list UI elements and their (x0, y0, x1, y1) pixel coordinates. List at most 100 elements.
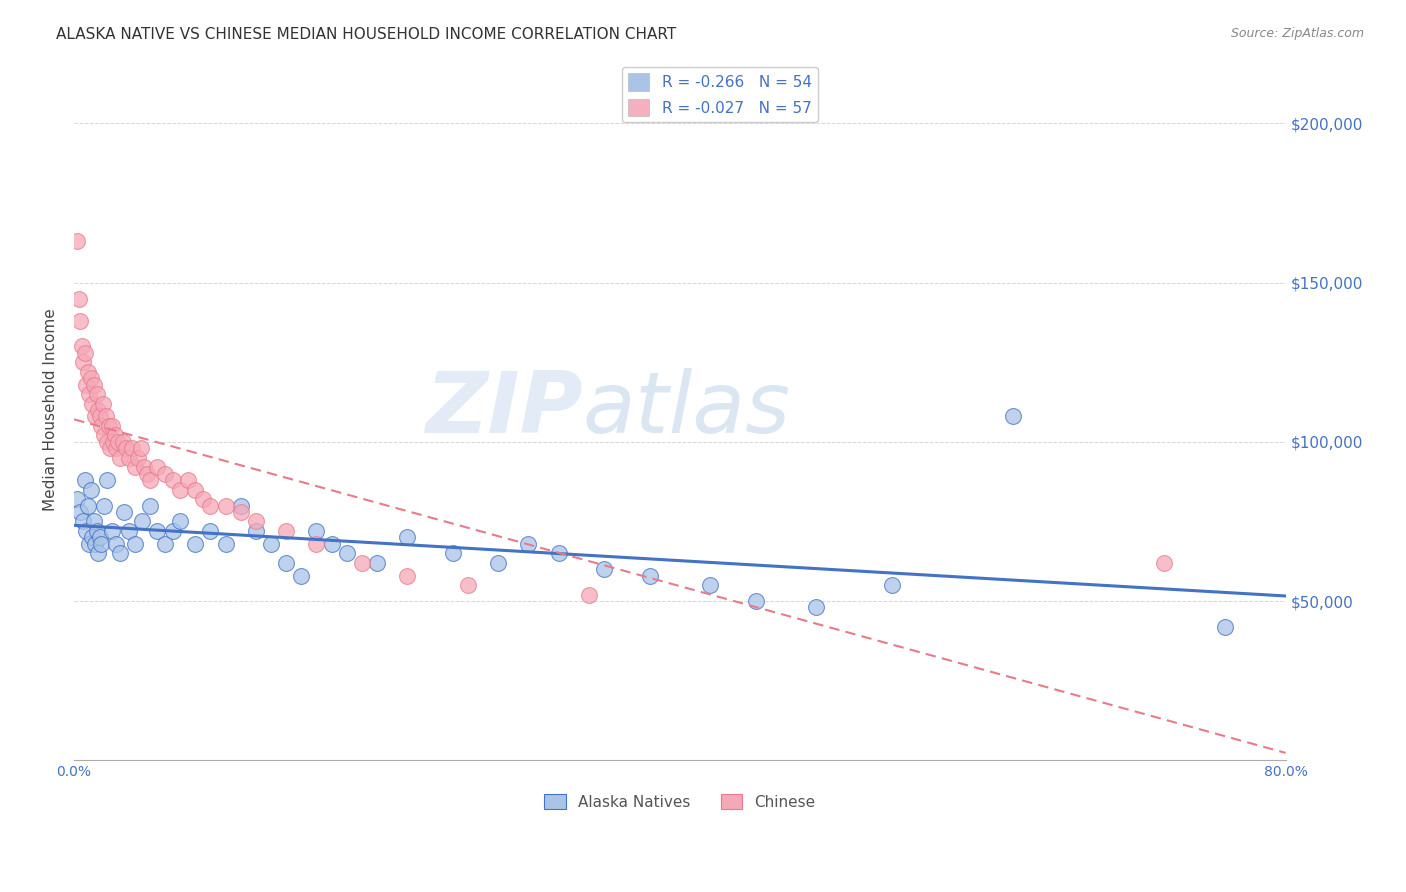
Point (84, 409, 107, 424)
Point (105, 441, 128, 455)
Point (69, 314, 91, 328)
Point (229, 499, 252, 513)
Point (162, 473, 184, 487)
Point (101, 418, 124, 433)
Point (76, 365, 98, 379)
Point (90, 537, 112, 551)
Point (169, 483, 191, 497)
Point (114, 441, 136, 455)
Point (66, 234, 89, 248)
Point (153, 467, 176, 481)
Point (132, 460, 155, 475)
Point (124, 537, 146, 551)
Text: ZIP: ZIP (426, 368, 583, 451)
Text: ALASKA NATIVE VS CHINESE MEDIAN HOUSEHOLD INCOME CORRELATION CHART: ALASKA NATIVE VS CHINESE MEDIAN HOUSEHOL… (56, 27, 676, 42)
Point (75, 524, 97, 538)
Point (135, 467, 157, 481)
Point (290, 568, 312, 582)
Point (457, 578, 479, 592)
Point (97, 418, 120, 433)
Point (86, 524, 108, 538)
Point (274, 556, 297, 570)
Point (139, 499, 162, 513)
Point (139, 473, 162, 487)
Point (76, 499, 98, 513)
Point (90, 418, 112, 433)
Point (82, 396, 104, 410)
Point (124, 460, 146, 475)
Point (699, 578, 721, 592)
Text: atlas: atlas (583, 368, 792, 451)
Point (101, 524, 124, 538)
Point (72, 515, 94, 529)
Point (117, 450, 139, 465)
Point (214, 499, 236, 513)
Point (305, 524, 328, 538)
Point (96, 473, 118, 487)
Point (214, 537, 236, 551)
Point (108, 450, 131, 465)
Point (153, 537, 176, 551)
Point (87, 546, 110, 560)
Point (103, 434, 125, 449)
Point (89, 530, 111, 544)
Point (80, 483, 103, 497)
Point (184, 483, 207, 497)
Point (245, 515, 267, 529)
Point (117, 524, 139, 538)
Point (396, 530, 419, 544)
Point (366, 556, 388, 570)
Point (1002, 409, 1025, 424)
Point (80, 371, 103, 385)
Point (77, 537, 100, 551)
Point (593, 562, 616, 576)
Point (245, 524, 267, 538)
Point (73, 345, 96, 359)
Point (260, 537, 283, 551)
Point (200, 524, 222, 538)
Point (111, 434, 134, 449)
Point (229, 505, 252, 519)
Point (131, 515, 153, 529)
Point (89, 409, 111, 424)
Point (83, 515, 105, 529)
Point (83, 377, 105, 392)
Point (112, 505, 135, 519)
Point (87, 403, 110, 417)
Point (77, 387, 100, 401)
Point (336, 546, 359, 560)
Point (70, 339, 93, 353)
Point (94, 409, 117, 424)
Point (72, 355, 94, 369)
Point (441, 546, 464, 560)
Point (305, 537, 328, 551)
Point (880, 578, 903, 592)
Point (162, 524, 184, 538)
Point (129, 441, 152, 455)
Point (191, 492, 214, 507)
Point (517, 537, 540, 551)
Point (169, 515, 191, 529)
Point (96, 434, 118, 449)
Legend: Alaska Natives, Chinese: Alaska Natives, Chinese (538, 788, 821, 816)
Point (107, 434, 129, 449)
Text: Source: ZipAtlas.com: Source: ZipAtlas.com (1230, 27, 1364, 40)
Point (184, 537, 207, 551)
Point (73, 473, 96, 487)
Point (108, 546, 131, 560)
Point (75, 377, 97, 392)
Point (176, 473, 198, 487)
Point (396, 568, 419, 582)
Point (146, 524, 169, 538)
Point (547, 546, 569, 560)
Point (321, 537, 343, 551)
Point (486, 556, 509, 570)
Point (127, 450, 149, 465)
Point (638, 568, 661, 582)
Point (84, 537, 107, 551)
Point (274, 524, 297, 538)
Point (104, 428, 127, 442)
Point (744, 594, 766, 608)
Y-axis label: Median Household Income: Median Household Income (44, 309, 58, 511)
Point (100, 441, 122, 455)
